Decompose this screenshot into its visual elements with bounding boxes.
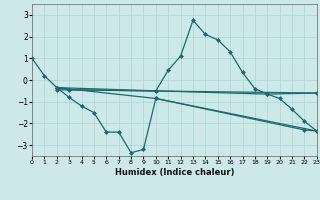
- X-axis label: Humidex (Indice chaleur): Humidex (Indice chaleur): [115, 168, 234, 177]
